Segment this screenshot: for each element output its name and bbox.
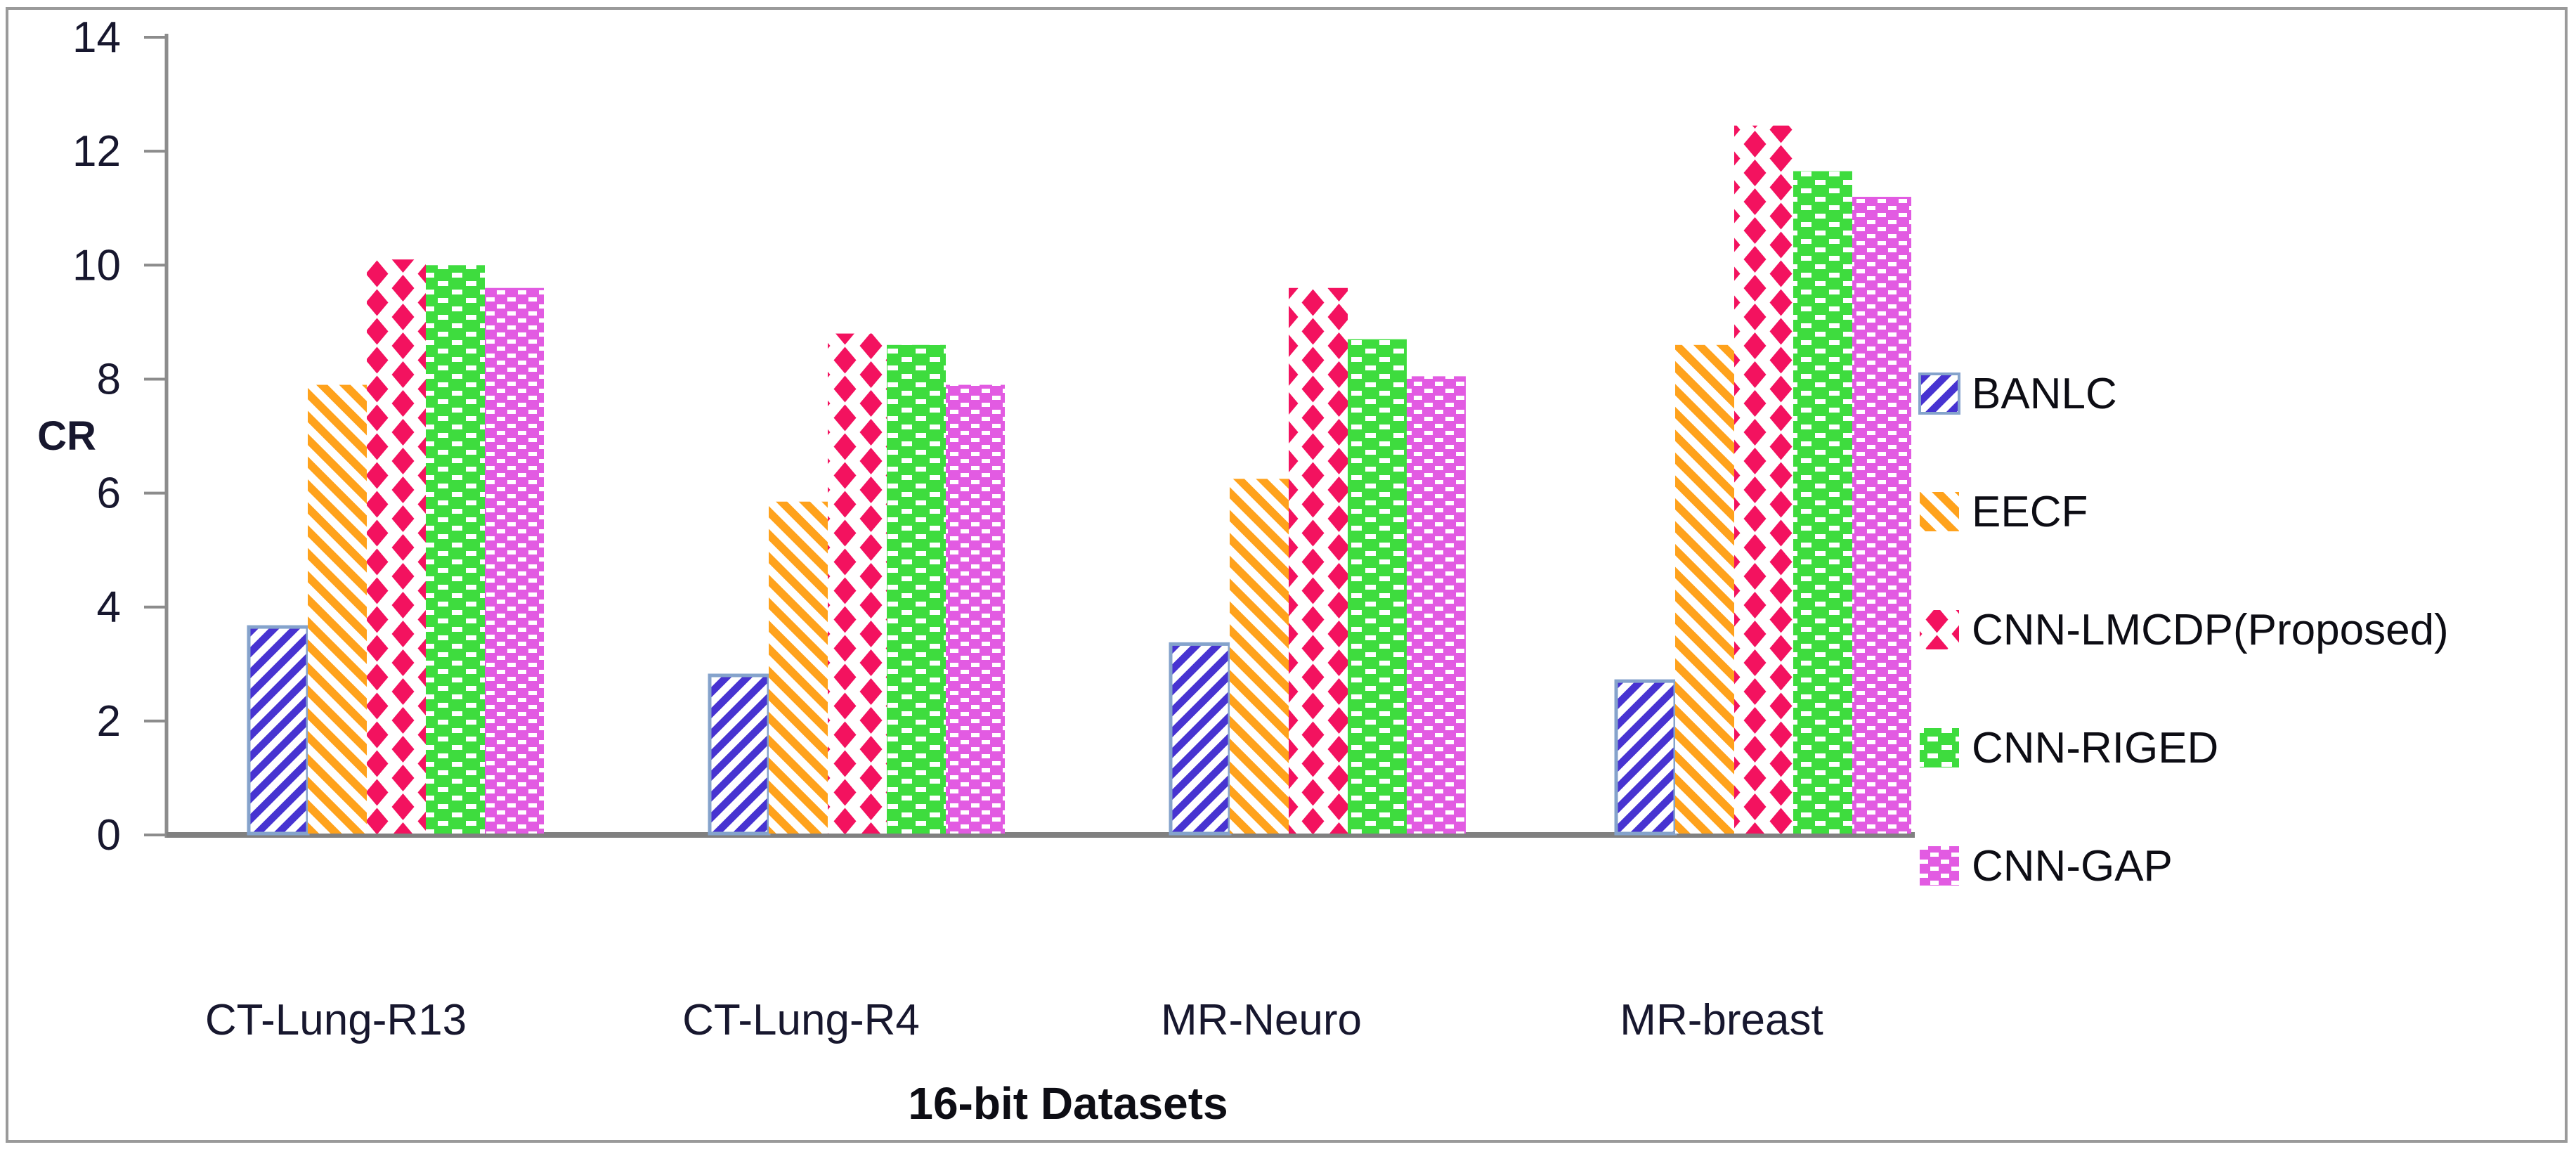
x-category-labels: CT-Lung-R13 CT-Lung-R4 MR-Neuro MR-breast: [205, 996, 1823, 1044]
y-tick-label-12: 12: [72, 127, 121, 176]
bar-CNN-LMCDP(Proposed)-MR-breast: [1734, 125, 1793, 834]
legend-label-EECF: EECF: [1972, 488, 2088, 536]
bar-CNN-RIGED-CT-Lung-R13: [426, 265, 485, 834]
bar-CNN-LMCDP(Proposed)-CT-Lung-R13: [367, 259, 426, 834]
x-axis-title: 16-bit Datasets: [908, 1078, 1228, 1129]
y-axis-ticks: 0 2 4 6 8 10 12 14: [72, 13, 167, 860]
y-axis-title: CR: [37, 413, 96, 459]
legend-swatch-CNN-LMCDP(Proposed): [1920, 610, 1959, 649]
legend-label-BANLC: BANLC: [1972, 370, 2117, 418]
bar-series-groups: [247, 125, 1911, 836]
category-label-MR-breast: MR-breast: [1620, 996, 1823, 1044]
bar-CNN-RIGED-MR-breast: [1793, 171, 1852, 834]
y-tick-label-6: 6: [97, 469, 121, 518]
y-tick-label-2: 2: [97, 697, 121, 746]
legend: BANLC EECF CNN-LMCDP(Proposed) CNN-RIGED CNN…: [1918, 370, 2449, 890]
bar-CNN-LMCDP(Proposed)-CT-Lung-R4: [828, 333, 887, 834]
bar-CNN-GAP-CT-Lung-R13: [485, 287, 544, 834]
bar-BANLC-CT-Lung-R13: [247, 625, 310, 836]
chart-frame: [6, 7, 2568, 1143]
legend-label-CNN-LMCDP(Proposed): CNN-LMCDP(Proposed): [1972, 606, 2449, 654]
category-label-CT-Lung-R4: CT-Lung-R4: [682, 996, 920, 1044]
y-tick-label-8: 8: [97, 355, 121, 403]
bar-BANLC-MR-breast: [1614, 679, 1677, 836]
bar-EECF-MR-Neuro: [1230, 479, 1289, 834]
bar-CNN-GAP-CT-Lung-R4: [946, 384, 1005, 834]
legend-label-CNN-GAP: CNN-GAP: [1972, 842, 2173, 890]
bar-EECF-MR-breast: [1675, 344, 1734, 834]
bar-CNN-RIGED-CT-Lung-R4: [887, 344, 946, 834]
legend-swatch-CNN-GAP: [1920, 846, 1959, 886]
y-tick-label-10: 10: [72, 241, 121, 290]
y-tick-label-4: 4: [97, 583, 121, 632]
category-label-MR-Neuro: MR-Neuro: [1161, 996, 1362, 1044]
bar-EECF-CT-Lung-R4: [769, 501, 828, 834]
y-tick-label-14: 14: [72, 13, 121, 62]
bar-CNN-LMCDP(Proposed)-MR-Neuro: [1289, 287, 1348, 834]
legend-swatch-BANLC: [1918, 372, 1960, 415]
bar-BANLC-MR-Neuro: [1169, 642, 1232, 836]
legend-swatch-CNN-RIGED: [1920, 728, 1959, 767]
category-label-CT-Lung-R13: CT-Lung-R13: [205, 996, 467, 1044]
legend-swatch-EECF: [1920, 492, 1959, 531]
bar-CNN-GAP-MR-breast: [1852, 197, 1911, 834]
legend-label-CNN-RIGED: CNN-RIGED: [1972, 724, 2218, 772]
bar-EECF-CT-Lung-R13: [308, 384, 367, 834]
bar-CNN-RIGED-MR-Neuro: [1348, 339, 1407, 834]
bar-CNN-GAP-MR-Neuro: [1407, 376, 1466, 834]
bar-BANLC-CT-Lung-R4: [708, 673, 771, 836]
y-tick-label-0: 0: [97, 811, 121, 860]
